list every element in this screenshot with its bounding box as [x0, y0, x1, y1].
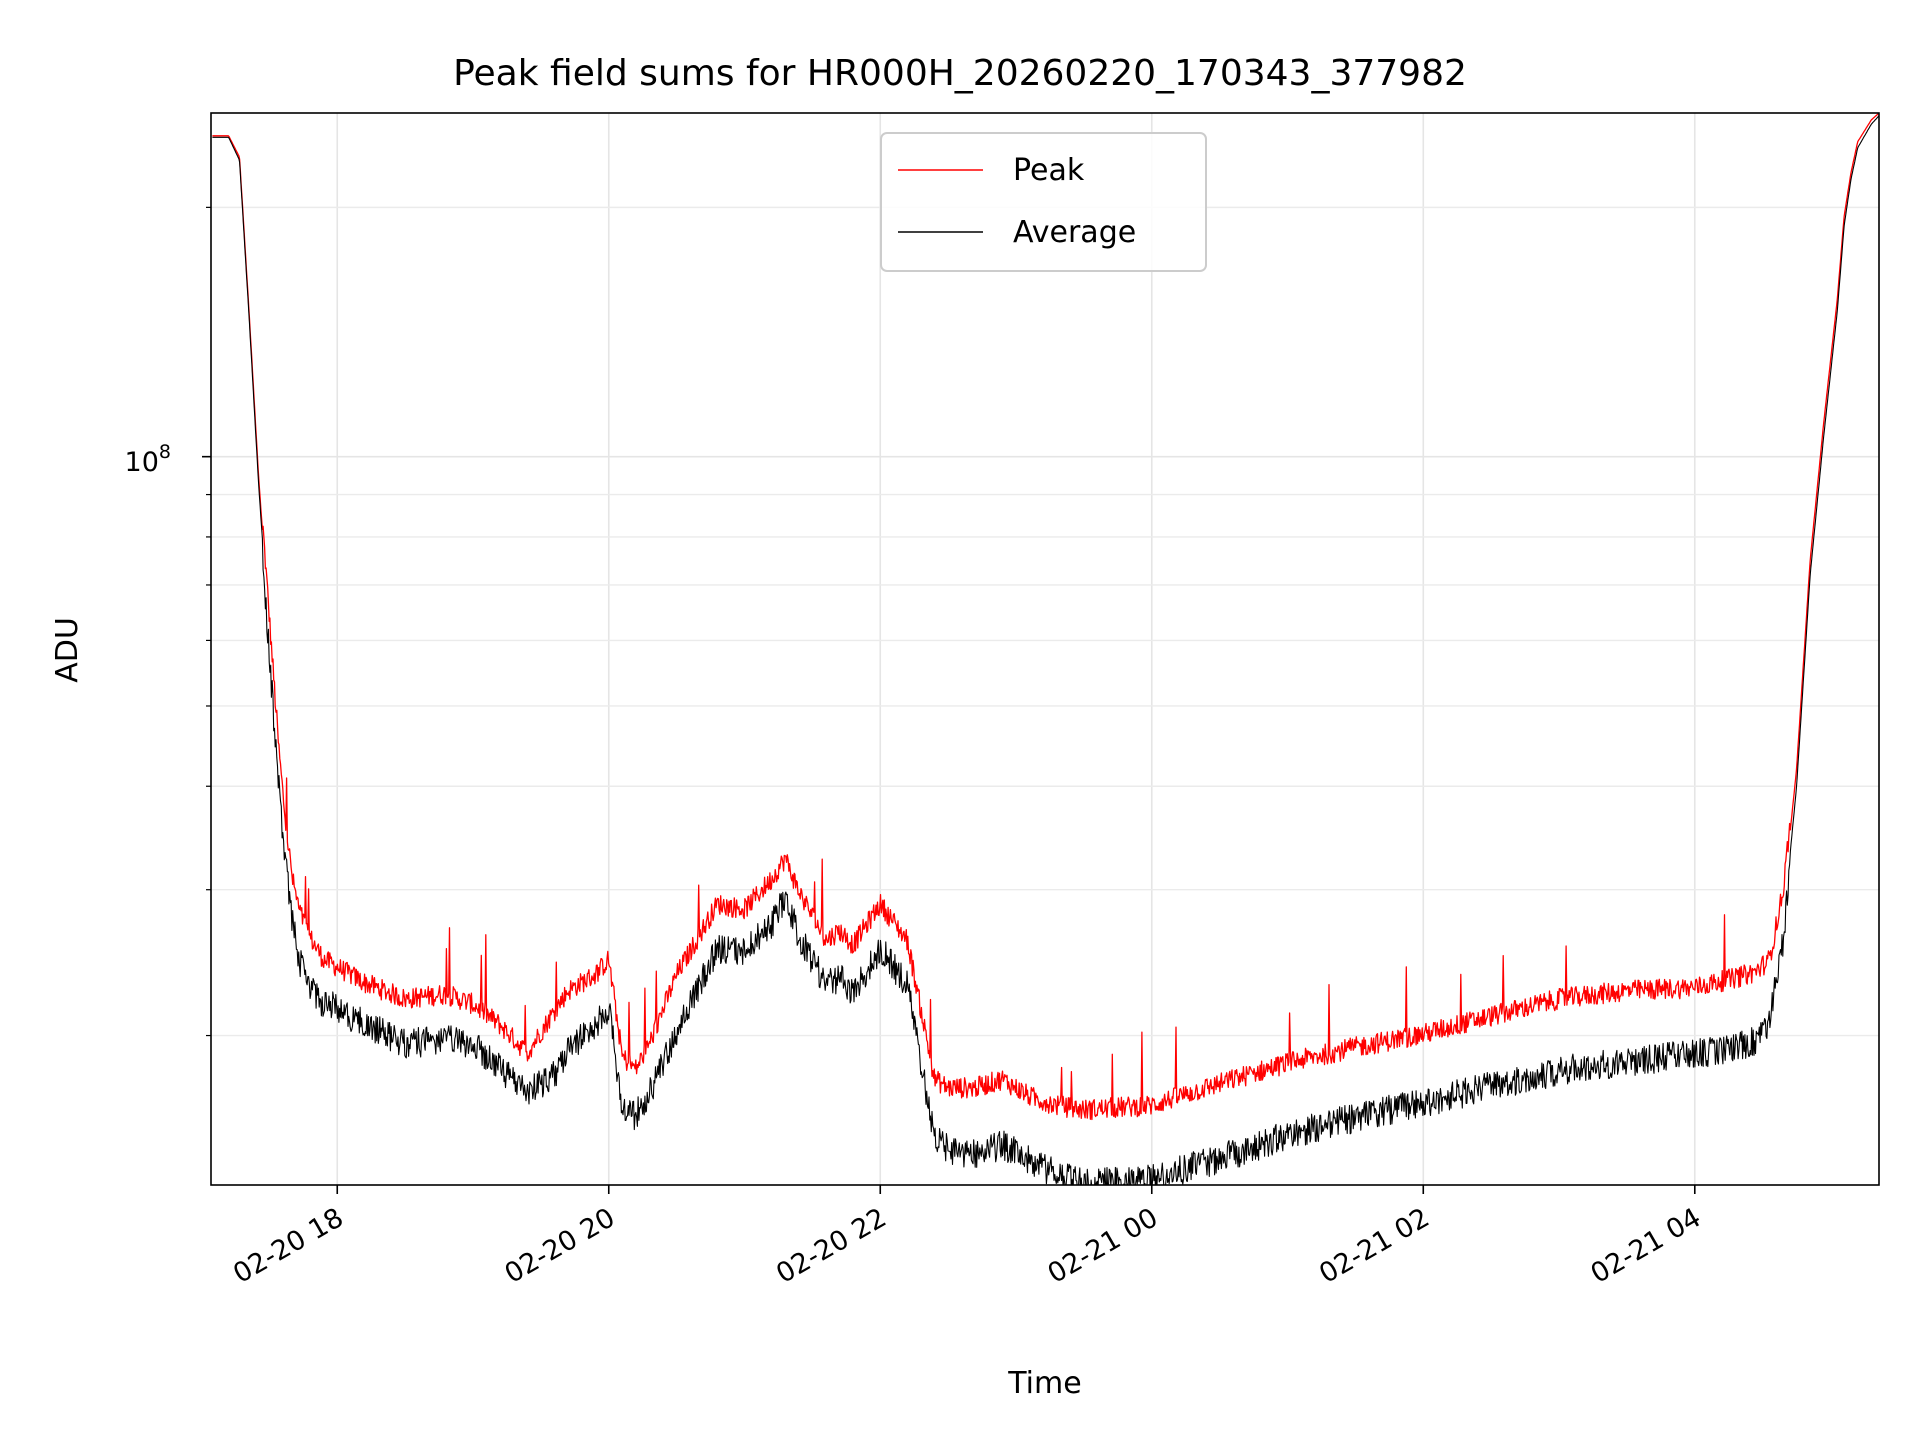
plot-frame	[210, 112, 1880, 1186]
grid	[211, 113, 1879, 1185]
series-line-peak	[212, 113, 1879, 1121]
x-axis-label: Time	[1007, 1366, 1081, 1401]
legend-box	[880, 132, 1207, 272]
y-tick-label-major: 108	[125, 441, 171, 478]
chart-title: Peak field sums for HR000H_20260220_1703…	[453, 53, 1467, 94]
legend-label-average: Average	[1013, 215, 1136, 250]
legend-label-peak: Peak	[1013, 153, 1085, 188]
series-line-average	[212, 115, 1879, 1185]
legend: Peak Average	[880, 132, 1207, 272]
series-layer	[212, 113, 1879, 1185]
y-axis-label: ADU	[50, 617, 85, 683]
